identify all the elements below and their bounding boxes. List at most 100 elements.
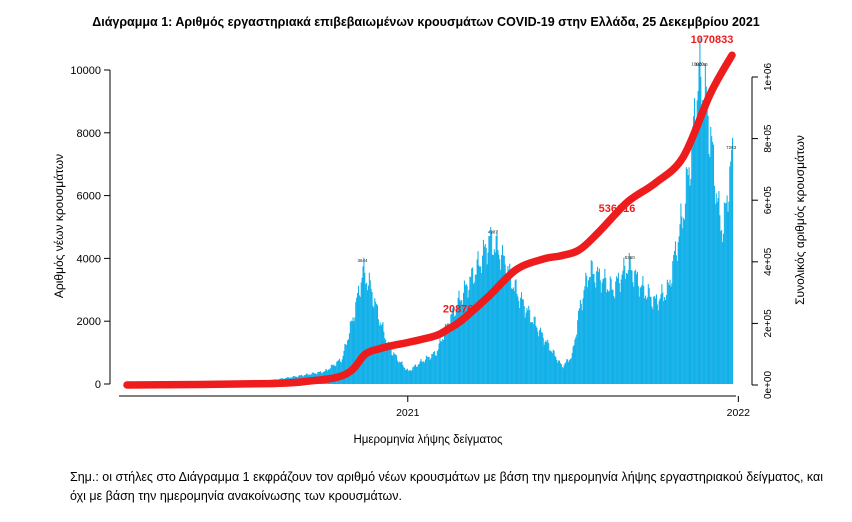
bar xyxy=(712,144,715,384)
bar xyxy=(520,297,522,384)
bar xyxy=(445,325,447,384)
bar xyxy=(367,290,369,384)
bar xyxy=(497,250,499,384)
bar xyxy=(543,344,545,384)
bar xyxy=(457,297,459,384)
bar xyxy=(615,281,617,384)
bar xyxy=(707,115,709,384)
bar xyxy=(682,228,684,384)
bar xyxy=(728,201,730,384)
bar xyxy=(384,338,386,384)
cumulative-line xyxy=(123,51,736,389)
bar xyxy=(345,344,347,384)
bar xyxy=(603,278,605,384)
bar xyxy=(684,219,686,384)
bar xyxy=(416,366,418,384)
bar xyxy=(654,296,656,384)
bar xyxy=(479,266,481,384)
bar xyxy=(592,274,594,384)
bar xyxy=(408,370,410,384)
bar xyxy=(337,360,339,384)
bar xyxy=(374,298,376,384)
bar xyxy=(683,218,685,384)
bar xyxy=(423,361,425,384)
bar xyxy=(531,321,533,384)
y2-tick-label: 0e+00 xyxy=(763,371,774,400)
bar xyxy=(418,364,420,384)
bar xyxy=(398,361,400,384)
bar xyxy=(556,359,558,384)
bar xyxy=(645,299,648,384)
bar xyxy=(686,168,688,384)
bar xyxy=(507,266,509,384)
bar xyxy=(330,364,332,384)
bar xyxy=(692,126,694,384)
bar xyxy=(549,350,552,384)
bar xyxy=(688,167,690,384)
bar xyxy=(684,203,686,384)
bar xyxy=(695,136,697,384)
bar xyxy=(564,363,566,384)
y2-tick-label: 4e+05 xyxy=(763,247,774,276)
bar xyxy=(456,308,458,384)
bar xyxy=(696,100,698,384)
bar xyxy=(713,185,715,384)
bar xyxy=(679,224,681,384)
bar xyxy=(489,236,491,384)
bar xyxy=(519,307,521,384)
bar xyxy=(511,288,513,384)
bar xyxy=(360,282,362,384)
bar xyxy=(364,272,366,384)
bar xyxy=(381,324,383,384)
bar xyxy=(662,292,664,384)
bar xyxy=(547,339,549,384)
bar xyxy=(588,280,590,384)
bar xyxy=(342,355,344,384)
bar xyxy=(407,370,409,384)
bar xyxy=(512,287,514,384)
bar xyxy=(402,365,404,384)
bar xyxy=(338,360,340,384)
bar xyxy=(347,340,349,384)
bar xyxy=(468,289,470,384)
bar xyxy=(719,215,721,384)
bar xyxy=(469,276,471,384)
bar xyxy=(465,284,467,384)
bar xyxy=(467,297,469,384)
bar xyxy=(649,296,651,384)
bar xyxy=(431,354,433,384)
bar xyxy=(546,342,548,384)
bar xyxy=(351,321,353,384)
bar xyxy=(571,352,573,384)
bar xyxy=(558,360,560,384)
bar xyxy=(656,304,658,384)
bar xyxy=(693,98,696,384)
bar xyxy=(448,329,450,384)
bar xyxy=(607,289,609,384)
bar xyxy=(463,292,465,384)
bar xyxy=(697,90,699,384)
bar xyxy=(365,284,367,384)
bar xyxy=(504,264,506,384)
bar xyxy=(552,349,554,384)
bar xyxy=(533,316,535,384)
bar-label: 10240 xyxy=(695,62,708,67)
bar xyxy=(633,286,635,384)
bar xyxy=(522,299,524,384)
bar xyxy=(645,295,647,384)
y-tick-label: 8000 xyxy=(77,128,101,140)
bar xyxy=(587,287,589,384)
bar xyxy=(705,86,707,384)
bar xyxy=(499,259,501,384)
bar xyxy=(454,315,456,384)
bar xyxy=(480,266,482,384)
bar xyxy=(509,263,511,384)
bar xyxy=(557,362,559,384)
bar xyxy=(715,193,717,384)
bar xyxy=(581,310,583,384)
bar xyxy=(609,276,611,384)
y-axis-title: Αριθμός νέων κρουσμάτων xyxy=(52,154,66,298)
bar xyxy=(412,367,414,384)
bar xyxy=(723,202,725,384)
bar xyxy=(482,239,484,384)
